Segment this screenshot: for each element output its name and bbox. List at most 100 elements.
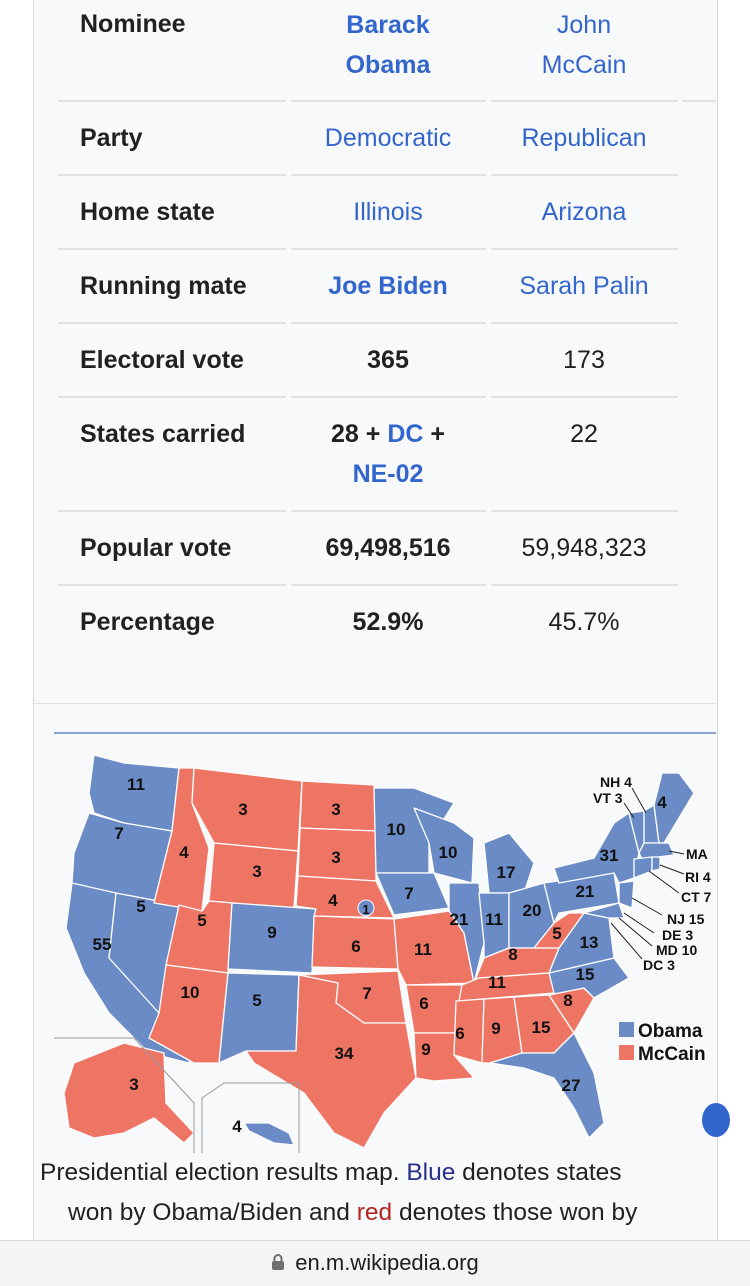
row-party: Party Democratic Republican [58, 118, 678, 158]
mccain-nominee-link[interactable]: John McCain [490, 5, 678, 85]
url-text[interactable]: en.m.wikipedia.org [295, 1250, 479, 1275]
row-home-state: Home state Illinois Arizona [58, 192, 678, 232]
label-nd: 3 [331, 800, 340, 819]
label-va: 13 [580, 933, 599, 952]
arizona-link[interactable]: Arizona [541, 198, 627, 226]
separator [491, 174, 678, 176]
separator [291, 100, 486, 102]
label-sc: 8 [563, 991, 572, 1010]
separator [491, 322, 678, 324]
label-ia: 7 [404, 884, 413, 903]
separator [491, 396, 678, 398]
label-dc: DC 3 [643, 957, 675, 973]
legend-label-obama: Obama [638, 1021, 703, 1042]
browser-url-bar[interactable]: en.m.wikipedia.org [0, 1240, 750, 1286]
label-home-state: Home state [80, 198, 215, 226]
label-mi: 17 [497, 863, 516, 882]
democratic-party-link[interactable]: Democratic [324, 124, 452, 152]
label-az: 10 [181, 983, 200, 1002]
map-caption: Presidential election results map. Blue … [40, 1153, 716, 1233]
label-mn: 10 [387, 820, 406, 839]
state-ar [405, 984, 463, 1034]
label-tn: 11 [488, 973, 506, 992]
legend-label-mccain: McCain [638, 1044, 706, 1065]
label-sd: 3 [331, 848, 340, 867]
state-wv [533, 912, 585, 949]
label-id: 4 [179, 843, 189, 862]
ne-02-link[interactable]: NE-02 [352, 460, 424, 488]
electoral-map[interactable]: 11 7 55 5 4 3 3 5 9 10 5 3 3 4 1 6 7 34 … [54, 733, 716, 1153]
label-pa: 21 [576, 882, 595, 901]
separator [58, 100, 286, 102]
label-nm: 5 [252, 991, 261, 1010]
sarah-palin-link[interactable]: Sarah Palin [519, 272, 649, 300]
obama-percentage: 52.9% [352, 608, 424, 636]
row-states-carried: States carried 28 + DC + NE-02 22 [58, 414, 678, 494]
state-nj [618, 880, 635, 909]
separator [682, 100, 716, 102]
label-md: MD 10 [656, 942, 697, 958]
label-ok: 7 [362, 984, 371, 1003]
separator [291, 174, 486, 176]
obama-nominee-link[interactable]: Barack Obama [290, 5, 486, 85]
separator [58, 174, 286, 176]
scroll-indicator[interactable] [702, 1103, 730, 1137]
republican-party-link[interactable]: Republican [521, 124, 647, 152]
label-ar: 6 [419, 994, 428, 1013]
separator [58, 396, 286, 398]
leader-md [618, 917, 653, 947]
label-ne: 4 [328, 891, 338, 910]
mccain-first-name[interactable]: John [556, 11, 612, 39]
separator [291, 584, 486, 586]
leader-vt [623, 802, 635, 819]
mccain-last-name[interactable]: McCain [541, 51, 627, 79]
label-electoral-vote: Electoral vote [80, 346, 244, 374]
label-al: 9 [491, 1019, 500, 1038]
caption-text: Presidential election results map. [40, 1159, 407, 1186]
label-la: 9 [421, 1040, 430, 1059]
state-ny [553, 812, 640, 884]
separator [58, 510, 286, 512]
label-tx: 34 [335, 1044, 354, 1063]
states-count: 28 + [331, 420, 388, 448]
illinois-link[interactable]: Illinois [353, 198, 423, 226]
label-ak: 3 [129, 1075, 138, 1094]
state-mi [483, 832, 535, 894]
leader-nj [631, 897, 663, 916]
leader-nh [631, 787, 647, 814]
dc-link[interactable]: DC [387, 420, 424, 448]
legend-swatch-obama [619, 1022, 634, 1037]
row-electoral-vote: Electoral vote 365 173 [58, 340, 678, 380]
label-me: 4 [657, 793, 667, 812]
state-co [227, 902, 317, 974]
row-running-mate: Running mate Joe Biden Sarah Palin [58, 266, 678, 306]
mccain-popular-vote: 59,948,323 [521, 534, 647, 562]
mccain-states-carried: 22 [570, 420, 598, 448]
map-top-rule [54, 732, 716, 734]
leader-ri [659, 864, 685, 875]
electoral-map-svg: 11 7 55 5 4 3 3 5 9 10 5 3 3 4 1 6 7 34 … [54, 754, 712, 1153]
obama-popular-vote: 69,498,516 [325, 534, 451, 562]
label-wi: 10 [439, 843, 458, 862]
label-de: DE 3 [662, 927, 693, 943]
label-ga: 15 [532, 1018, 551, 1037]
label-ma: MA [686, 846, 708, 862]
label-vt: VT 3 [593, 790, 623, 806]
label-mt: 3 [238, 800, 247, 819]
label-nc: 15 [576, 965, 595, 984]
obama-states-carried: 28 + DC + NE-02 [290, 414, 486, 494]
separator [291, 248, 486, 250]
obama-first-name[interactable]: Barack [346, 11, 430, 39]
joe-biden-link[interactable]: Joe Biden [328, 272, 448, 300]
hawaii-inset-border [201, 1082, 300, 1153]
mccain-electoral-vote: 173 [563, 346, 605, 374]
label-wv: 5 [552, 924, 561, 943]
alaska-inset-border [54, 1037, 195, 1153]
separator [291, 510, 486, 512]
row-nominee: Nominee Barack Obama John McCain [58, 0, 678, 98]
label-oh: 20 [523, 901, 542, 920]
label-party: Party [80, 124, 143, 152]
obama-last-name[interactable]: Obama [345, 51, 431, 79]
row-percentage: Percentage 52.9% 45.7% [58, 602, 678, 642]
label-states-carried: States carried [80, 420, 246, 448]
